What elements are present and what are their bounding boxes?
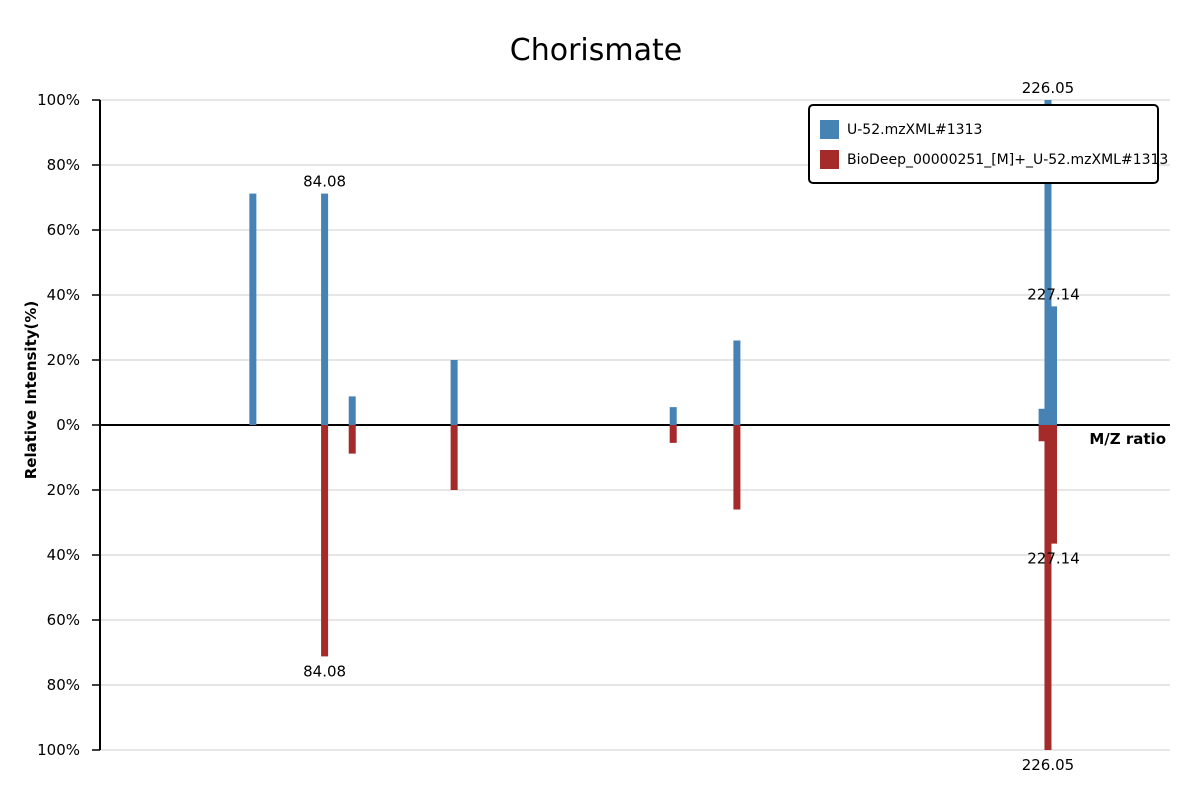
y-tick-label: 100% xyxy=(37,91,80,109)
legend-swatch-series-1 xyxy=(820,120,839,139)
sample-peak-bar xyxy=(249,193,257,425)
x-axis-label: M/Z ratio xyxy=(1089,430,1166,448)
y-tick-label: 60% xyxy=(47,611,80,629)
sample-peak-bar xyxy=(321,193,329,425)
reference-peak-bar xyxy=(321,425,329,657)
peak-labels: 84.08 226.05 227.14 84.08 226.05 227.14 xyxy=(303,79,1080,774)
peak-label: 84.08 xyxy=(303,173,346,191)
y-tick-labels: 100% 80% 60% 40% 20% 0% 20% 40% 60% 80% 100% xyxy=(37,91,100,759)
sample-peak-bar xyxy=(669,407,677,425)
legend-swatch-series-2 xyxy=(820,150,839,169)
y-tick-label: 20% xyxy=(47,481,80,499)
reference-peak-bar xyxy=(1044,425,1052,750)
legend: U-52.mzXML#1313 BioDeep_00000251_[M]+_U-… xyxy=(808,104,1168,184)
y-tick-label: 40% xyxy=(47,286,80,304)
y-tick-label: 100% xyxy=(37,741,80,759)
y-tick-label: 0% xyxy=(56,416,80,434)
reference-peak-bar xyxy=(450,425,458,490)
y-tick-label: 40% xyxy=(47,546,80,564)
legend-label-series-1: U-52.mzXML#1313 xyxy=(847,122,982,138)
spectrum-bars xyxy=(249,100,1058,750)
grid-lines xyxy=(100,99,1170,751)
reference-peak-bar xyxy=(669,425,677,443)
y-tick-label: 80% xyxy=(47,676,80,694)
reference-peak-bar xyxy=(733,425,741,510)
sample-peak-bar xyxy=(1044,100,1052,425)
sample-peak-bar xyxy=(1038,408,1046,425)
y-tick-label: 60% xyxy=(47,221,80,239)
y-tick-label: 80% xyxy=(47,156,80,174)
peak-label: 84.08 xyxy=(303,662,346,680)
y-tick-label: 20% xyxy=(47,351,80,369)
y-axis-label: Relative Intensity(%) xyxy=(22,301,40,480)
sample-peak-bar xyxy=(733,340,741,425)
reference-peak-bar xyxy=(1038,425,1046,442)
legend-label-series-2: BioDeep_00000251_[M]+_U-52.mzXML#1313 xyxy=(847,152,1168,168)
chart-title: Chorismate xyxy=(510,33,682,68)
reference-peak-bar xyxy=(348,425,356,454)
axes xyxy=(99,100,1170,750)
peak-label: 227.14 xyxy=(1027,285,1080,303)
peak-label: 226.05 xyxy=(1022,756,1075,774)
sample-peak-bar xyxy=(1050,306,1058,425)
peak-label: 226.05 xyxy=(1022,79,1075,97)
reference-peak-bar xyxy=(1050,425,1058,544)
legend-box xyxy=(808,104,1159,184)
sample-peak-bar xyxy=(450,360,458,425)
sample-peak-bar xyxy=(348,396,356,425)
peak-label: 227.14 xyxy=(1027,550,1080,568)
